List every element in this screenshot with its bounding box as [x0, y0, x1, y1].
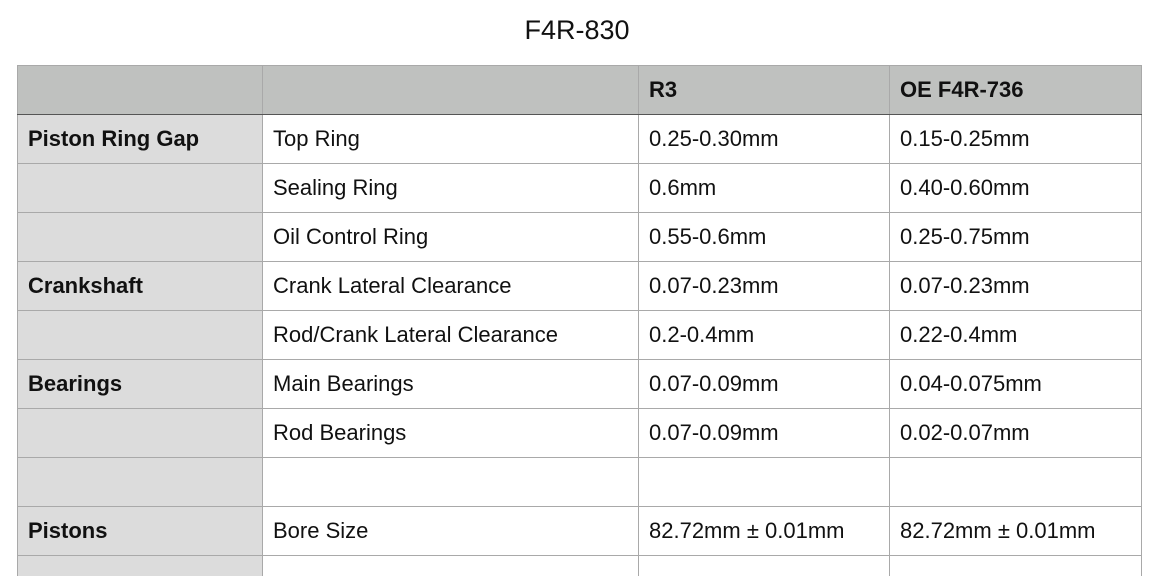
item-cell: Rod/Crank Lateral Clearance [262, 310, 639, 360]
category-cell [17, 555, 263, 576]
r3-value-cell [638, 555, 890, 576]
r3-value-cell: 0.07-0.09mm [638, 359, 890, 409]
category-cell: Bearings [17, 359, 263, 409]
r3-value-cell [638, 457, 890, 507]
table-row: Rod Bearings 0.07-0.09mm 0.02-0.07mm [17, 408, 1142, 458]
category-cell: Crankshaft [17, 261, 263, 311]
category-cell [17, 310, 263, 360]
table-row: Sealing Ring 0.6mm 0.40-0.60mm [17, 163, 1142, 213]
item-cell: Top Ring [262, 114, 639, 164]
document-title: F4R-830 [524, 15, 630, 45]
table-row: Oil Control Ring 0.55-0.6mm 0.25-0.75mm [17, 212, 1142, 262]
table-row: Pistons Bore Size 82.72mm ± 0.01mm 82.72mm … [17, 506, 1142, 556]
oe-value-cell: 0.22-0.4mm [889, 310, 1142, 360]
spec-table: R3 OE F4R-736 Piston Ring Gap Top Ring 0.2… [17, 65, 1142, 576]
r3-value-cell: 0.07-0.23mm [638, 261, 890, 311]
item-cell [262, 555, 639, 576]
oe-value-cell: 0.40-0.60mm [889, 163, 1142, 213]
item-cell: Rod Bearings [262, 408, 639, 458]
table-row: Rod/Crank Lateral Clearance 0.2-0.4mm 0.22… [17, 310, 1142, 360]
item-cell [262, 457, 639, 507]
header-cell-r3: R3 [638, 65, 890, 115]
r3-value-cell: 0.07-0.09mm [638, 408, 890, 458]
item-cell: Main Bearings [262, 359, 639, 409]
r3-value-cell: 82.72mm ± 0.01mm [638, 506, 890, 556]
category-cell [17, 408, 263, 458]
r3-value-cell: 0.2-0.4mm [638, 310, 890, 360]
category-cell: Pistons [17, 506, 263, 556]
table-row [17, 555, 1142, 576]
header-cell-oe: OE F4R-736 [889, 65, 1142, 115]
oe-value-cell [889, 457, 1142, 507]
item-cell: Sealing Ring [262, 163, 639, 213]
item-cell: Crank Lateral Clearance [262, 261, 639, 311]
table-row: Crankshaft Crank Lateral Clearance 0.07-0.… [17, 261, 1142, 311]
header-cell [262, 65, 639, 115]
r3-value-cell: 0.25-0.30mm [638, 114, 890, 164]
oe-value-cell: 0.04-0.075mm [889, 359, 1142, 409]
category-cell [17, 212, 263, 262]
item-cell: Oil Control Ring [262, 212, 639, 262]
r3-value-cell: 0.6mm [638, 163, 890, 213]
r3-value-cell: 0.55-0.6mm [638, 212, 890, 262]
category-cell [17, 457, 263, 507]
oe-value-cell: 0.02-0.07mm [889, 408, 1142, 458]
oe-value-cell: 82.72mm ± 0.01mm [889, 506, 1142, 556]
table-row: Piston Ring Gap Top Ring 0.25-0.30mm 0.15-0… [17, 114, 1142, 164]
table-header-row: R3 OE F4R-736 [17, 65, 1142, 115]
header-cell [17, 65, 263, 115]
oe-value-cell: 0.07-0.23mm [889, 261, 1142, 311]
category-cell: Piston Ring Gap [17, 114, 263, 164]
table-row: Bearings Main Bearings 0.07-0.09mm 0.04-0.0… [17, 359, 1142, 409]
oe-value-cell: 0.25-0.75mm [889, 212, 1142, 262]
table-row [17, 457, 1142, 507]
item-cell: Bore Size [262, 506, 639, 556]
oe-value-cell: 0.15-0.25mm [889, 114, 1142, 164]
oe-value-cell [889, 555, 1142, 576]
category-cell [17, 163, 263, 213]
